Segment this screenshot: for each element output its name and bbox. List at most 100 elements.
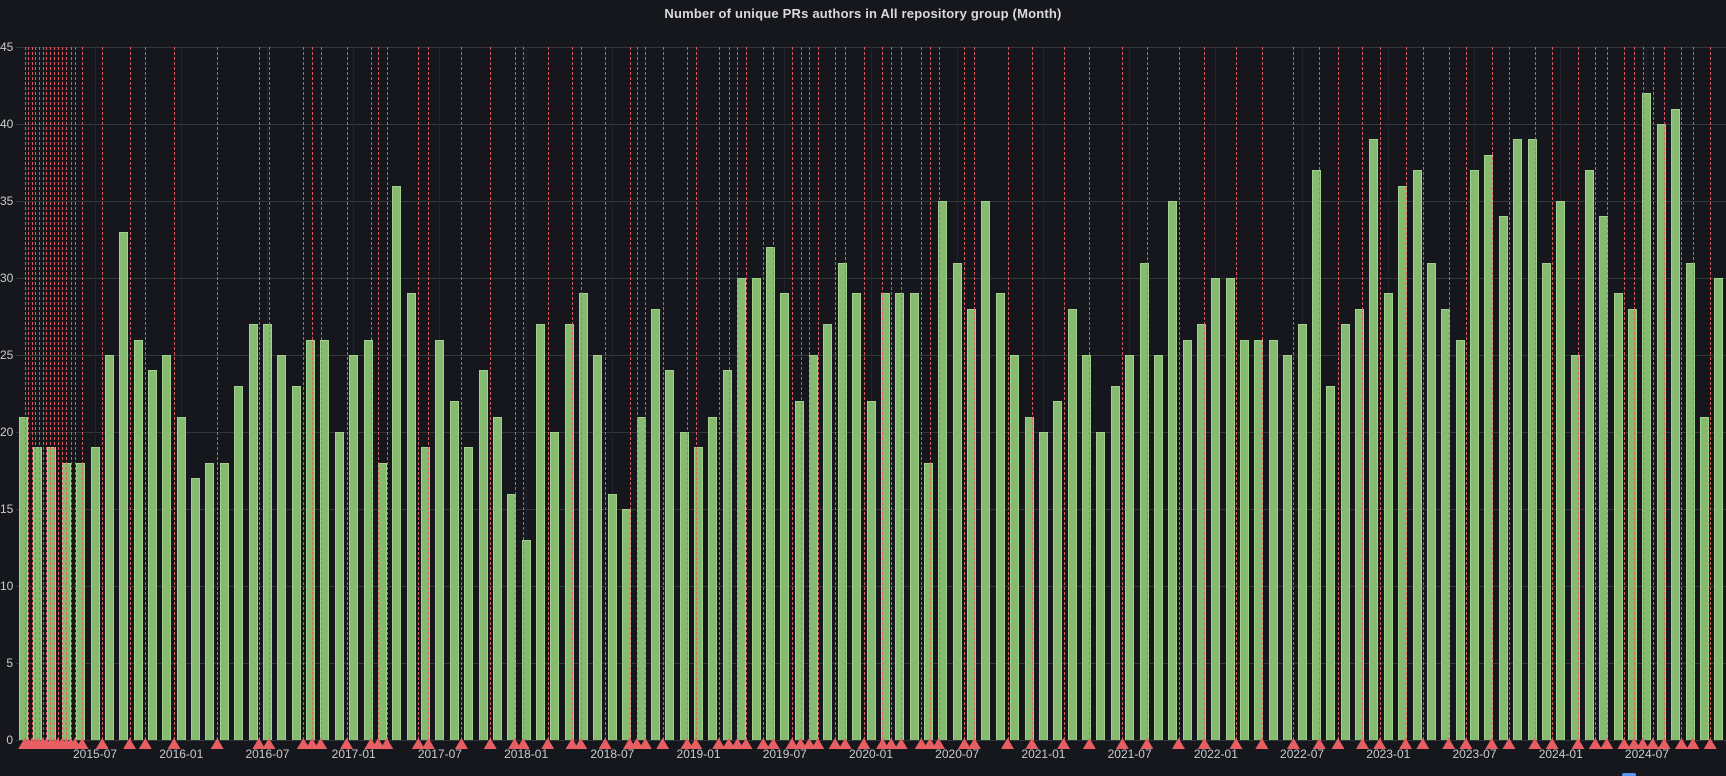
annotation-marker-icon[interactable] bbox=[28, 738, 42, 749]
annotation-marker-icon[interactable] bbox=[1082, 738, 1096, 749]
bar-month-109[interactable] bbox=[1584, 170, 1594, 740]
bar-month-50[interactable] bbox=[737, 278, 747, 740]
annotation-marker-icon[interactable] bbox=[123, 738, 137, 749]
bar-month-41[interactable] bbox=[607, 494, 617, 740]
bar-month-26[interactable] bbox=[392, 186, 402, 740]
annotation-marker-icon[interactable] bbox=[1674, 738, 1688, 749]
bar-month-77[interactable] bbox=[1125, 355, 1135, 740]
bar-month-60[interactable] bbox=[880, 293, 890, 740]
annotation-marker-icon[interactable] bbox=[656, 738, 670, 749]
bar-month-115[interactable] bbox=[1671, 109, 1681, 740]
bar-month-29[interactable] bbox=[435, 340, 445, 740]
bar-month-113[interactable] bbox=[1642, 93, 1652, 740]
annotation-marker-icon[interactable] bbox=[95, 738, 109, 749]
annotation-marker-icon[interactable] bbox=[75, 738, 89, 749]
bar-month-93[interactable] bbox=[1355, 309, 1365, 740]
bar-month-19[interactable] bbox=[291, 386, 301, 740]
bar-month-16[interactable] bbox=[248, 324, 258, 740]
bar-month-48[interactable] bbox=[708, 417, 718, 740]
annotation-marker-icon[interactable] bbox=[914, 738, 928, 749]
annotation-marker-icon[interactable] bbox=[1399, 738, 1413, 749]
annotation-marker-icon[interactable] bbox=[508, 738, 522, 749]
bar-month-75[interactable] bbox=[1096, 432, 1106, 740]
bar-month-2[interactable] bbox=[47, 447, 57, 740]
bar-month-96[interactable] bbox=[1398, 186, 1408, 740]
annotation-marker-icon[interactable] bbox=[828, 738, 842, 749]
annotation-marker-icon[interactable] bbox=[712, 738, 726, 749]
bar-month-111[interactable] bbox=[1613, 293, 1623, 740]
annotation-marker-icon[interactable] bbox=[932, 738, 946, 749]
annotation-marker-icon[interactable] bbox=[1617, 738, 1631, 749]
annotation-marker-icon[interactable] bbox=[967, 738, 981, 749]
annotation-marker-icon[interactable] bbox=[252, 738, 266, 749]
bar-month-52[interactable] bbox=[765, 247, 775, 740]
annotation-marker-icon[interactable] bbox=[483, 738, 497, 749]
annotation-marker-icon[interactable] bbox=[1442, 738, 1456, 749]
bar-month-40[interactable] bbox=[593, 355, 603, 740]
bar-month-31[interactable] bbox=[464, 447, 474, 740]
annotation-marker-icon[interactable] bbox=[785, 738, 799, 749]
bar-month-0[interactable] bbox=[18, 417, 28, 740]
bar-month-69[interactable] bbox=[1010, 355, 1020, 740]
annotation-marker-icon[interactable] bbox=[1600, 738, 1614, 749]
annotation-marker-icon[interactable] bbox=[1057, 738, 1071, 749]
bar-month-13[interactable] bbox=[205, 463, 215, 740]
annotation-marker-icon[interactable] bbox=[739, 738, 753, 749]
annotation-marker-icon[interactable] bbox=[1312, 738, 1326, 749]
bar-month-116[interactable] bbox=[1685, 263, 1695, 740]
bar-month-84[interactable] bbox=[1225, 278, 1235, 740]
bar-month-70[interactable] bbox=[1024, 417, 1034, 740]
bar-month-92[interactable] bbox=[1340, 324, 1350, 740]
annotation-marker-icon[interactable] bbox=[1416, 738, 1430, 749]
bar-month-4[interactable] bbox=[76, 463, 86, 740]
annotation-marker-icon[interactable] bbox=[722, 738, 736, 749]
bar-month-101[interactable] bbox=[1470, 170, 1480, 740]
annotation-marker-icon[interactable] bbox=[454, 738, 468, 749]
annotation-marker-icon[interactable] bbox=[689, 738, 703, 749]
bar-month-112[interactable] bbox=[1628, 309, 1638, 740]
bar-month-83[interactable] bbox=[1211, 278, 1221, 740]
annotation-marker-icon[interactable] bbox=[68, 738, 82, 749]
annotation-marker-icon[interactable] bbox=[371, 738, 385, 749]
bar-month-108[interactable] bbox=[1570, 355, 1580, 740]
annotation-marker-icon[interactable] bbox=[43, 738, 57, 749]
bar-month-106[interactable] bbox=[1541, 263, 1551, 740]
bar-month-85[interactable] bbox=[1240, 340, 1250, 740]
bar-month-33[interactable] bbox=[492, 417, 502, 740]
annotation-marker-icon[interactable] bbox=[1331, 738, 1345, 749]
annotation-marker-icon[interactable] bbox=[1025, 738, 1039, 749]
annotation-marker-icon[interactable] bbox=[51, 738, 65, 749]
annotation-marker-icon[interactable] bbox=[1001, 738, 1014, 749]
annotation-marker-icon[interactable] bbox=[1229, 738, 1243, 749]
bar-month-24[interactable] bbox=[363, 340, 373, 740]
annotation-marker-icon[interactable] bbox=[516, 738, 530, 749]
bar-month-58[interactable] bbox=[852, 293, 862, 740]
annotation-marker-icon[interactable] bbox=[296, 738, 310, 749]
bar-month-1[interactable] bbox=[33, 447, 43, 740]
bar-month-78[interactable] bbox=[1139, 263, 1149, 740]
bar-month-44[interactable] bbox=[650, 309, 660, 740]
bar-month-57[interactable] bbox=[837, 263, 847, 740]
annotation-marker-icon[interactable] bbox=[262, 738, 276, 749]
bar-month-39[interactable] bbox=[579, 293, 589, 740]
bar-month-102[interactable] bbox=[1484, 155, 1494, 740]
bar-month-59[interactable] bbox=[866, 401, 876, 740]
bar-month-66[interactable] bbox=[967, 309, 977, 740]
bar-month-25[interactable] bbox=[377, 463, 387, 740]
annotation-marker-icon[interactable] bbox=[1627, 738, 1641, 749]
annotation-marker-icon[interactable] bbox=[1703, 738, 1717, 749]
bar-month-30[interactable] bbox=[449, 401, 459, 740]
bar-month-55[interactable] bbox=[809, 355, 819, 740]
bar-month-42[interactable] bbox=[622, 509, 632, 740]
bar-month-12[interactable] bbox=[191, 478, 201, 740]
bar-month-38[interactable] bbox=[564, 324, 574, 740]
annotation-marker-icon[interactable] bbox=[364, 738, 378, 749]
bar-month-118[interactable] bbox=[1714, 278, 1724, 740]
bar-month-53[interactable] bbox=[780, 293, 790, 740]
bar-month-46[interactable] bbox=[679, 432, 689, 740]
bar-month-10[interactable] bbox=[162, 355, 172, 740]
annotation-marker-icon[interactable] bbox=[1588, 738, 1602, 749]
annotation-marker-icon[interactable] bbox=[25, 738, 39, 749]
annotation-marker-icon[interactable] bbox=[55, 738, 69, 749]
bar-month-97[interactable] bbox=[1412, 170, 1422, 740]
